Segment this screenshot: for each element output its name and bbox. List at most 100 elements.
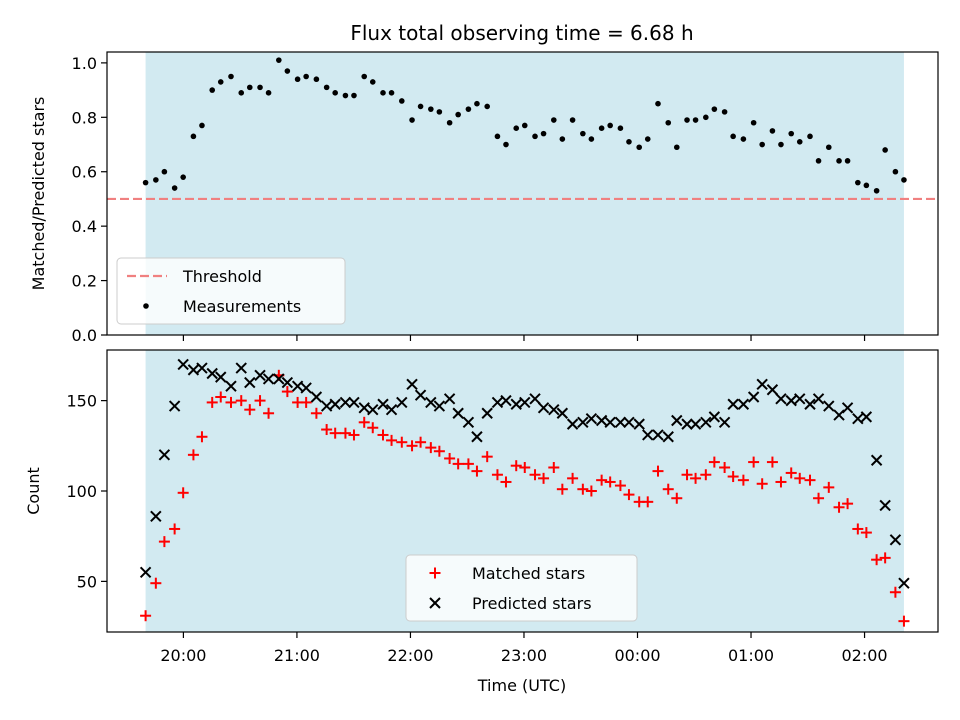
data-point xyxy=(158,536,170,548)
data-point xyxy=(769,128,776,134)
data-point xyxy=(244,404,256,416)
data-point xyxy=(804,474,816,486)
data-point xyxy=(215,391,227,403)
data-point xyxy=(529,469,541,481)
data-point xyxy=(300,382,312,394)
y-tick-label: 0.0 xyxy=(72,326,97,345)
data-point xyxy=(860,527,872,539)
data-point xyxy=(623,416,635,429)
data-point xyxy=(263,407,275,419)
data-point xyxy=(596,474,608,486)
data-point xyxy=(385,403,398,416)
data-point xyxy=(852,412,864,425)
data-point xyxy=(711,106,718,112)
data-point xyxy=(788,130,795,137)
data-point xyxy=(281,386,293,398)
y-tick-label: 0.6 xyxy=(72,163,97,182)
data-point xyxy=(662,431,674,443)
data-point xyxy=(756,378,768,391)
data-point xyxy=(556,483,568,495)
y-tick-label: 1.0 xyxy=(72,54,97,73)
data-point xyxy=(235,362,247,374)
data-point xyxy=(386,434,398,446)
data-point xyxy=(206,396,218,408)
data-point xyxy=(519,396,531,409)
data-point xyxy=(519,462,531,473)
legend-label: Predicted stars xyxy=(472,594,592,613)
data-point xyxy=(580,130,586,137)
data-point xyxy=(153,177,159,183)
data-point xyxy=(491,396,504,409)
data-point xyxy=(871,554,883,566)
data-point xyxy=(273,373,285,385)
data-point xyxy=(785,467,797,479)
data-point xyxy=(585,485,597,497)
data-point xyxy=(577,483,589,495)
data-point xyxy=(414,389,427,401)
data-point xyxy=(825,144,832,151)
data-point xyxy=(339,427,351,439)
data-point xyxy=(775,393,787,405)
data-point xyxy=(171,185,178,191)
data-point xyxy=(187,449,199,461)
data-point xyxy=(766,456,778,468)
data-point xyxy=(380,90,386,96)
data-point xyxy=(158,449,171,461)
data-point xyxy=(614,480,626,492)
data-point xyxy=(681,418,693,430)
data-point xyxy=(177,358,189,371)
data-point xyxy=(662,483,674,495)
data-point xyxy=(719,462,731,473)
data-point xyxy=(452,407,464,419)
measurements-series xyxy=(142,57,907,194)
data-point xyxy=(844,158,851,164)
data-point xyxy=(320,400,333,412)
x-tick-label: 21:00 xyxy=(274,646,320,665)
data-point xyxy=(823,481,835,493)
matched-stars-series xyxy=(140,369,910,627)
data-point xyxy=(206,367,218,380)
data-point xyxy=(700,416,712,429)
data-point xyxy=(636,144,643,151)
count-panel: 50 100 150 Count 20:00 21:00 22:00 23:00 00:00 01… xyxy=(24,349,939,665)
data-point xyxy=(652,465,664,477)
data-point xyxy=(815,158,822,164)
data-point xyxy=(377,429,389,441)
y-tick-label: 0.4 xyxy=(72,217,97,236)
data-point xyxy=(310,407,322,419)
data-point xyxy=(358,416,370,428)
data-point xyxy=(409,117,415,123)
data-point xyxy=(294,76,301,83)
data-point xyxy=(727,398,739,410)
data-point xyxy=(396,436,408,448)
data-point xyxy=(396,396,408,409)
data-point xyxy=(217,79,224,85)
data-point xyxy=(642,429,654,441)
data-point xyxy=(671,492,683,504)
data-point xyxy=(276,57,282,63)
data-point xyxy=(228,73,234,80)
data-point xyxy=(852,523,864,535)
data-point xyxy=(481,451,493,463)
data-point xyxy=(428,106,434,112)
data-point xyxy=(708,411,721,423)
data-point xyxy=(521,122,528,129)
data-point xyxy=(455,111,461,118)
data-point xyxy=(766,384,779,396)
data-point xyxy=(807,133,813,140)
data-point xyxy=(254,369,266,382)
data-point xyxy=(559,136,566,142)
ratio-panel: 0.0 0.2 0.4 0.6 0.8 1.0 Matched/Predicted star… xyxy=(29,51,939,345)
data-point xyxy=(842,498,854,510)
data-point xyxy=(692,117,699,123)
data-point xyxy=(889,534,902,546)
data-point xyxy=(551,117,557,123)
data-point xyxy=(812,393,825,405)
data-point xyxy=(225,380,237,392)
data-point xyxy=(785,394,797,407)
data-point xyxy=(329,427,341,439)
data-point xyxy=(778,141,784,148)
data-point xyxy=(673,144,680,151)
data-point xyxy=(415,436,427,448)
data-point xyxy=(567,472,579,484)
